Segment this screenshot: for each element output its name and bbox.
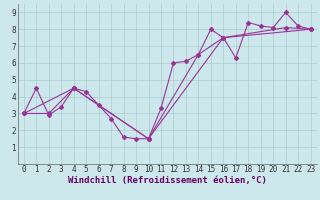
X-axis label: Windchill (Refroidissement éolien,°C): Windchill (Refroidissement éolien,°C) (68, 176, 267, 185)
